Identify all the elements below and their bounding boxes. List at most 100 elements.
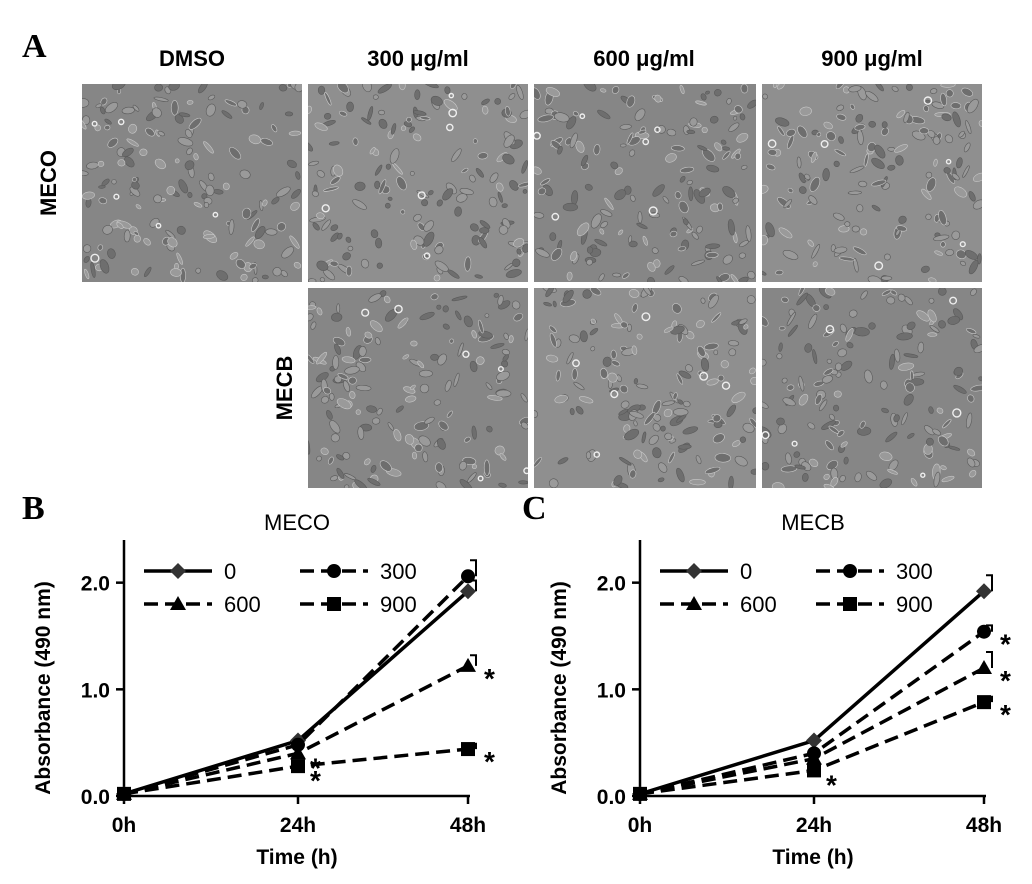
legend-label: 900	[896, 592, 933, 617]
y-tick-label: 1.0	[597, 679, 626, 702]
significance-star: *	[484, 663, 495, 694]
x-axis-label: Time (h)	[256, 846, 337, 869]
legend-item-900: 900	[300, 592, 417, 617]
micrograph-mecb-600	[534, 288, 756, 488]
series-0-point	[806, 732, 822, 749]
series-0-point	[460, 583, 476, 600]
y-axis-label: Absorbance (490 nm)	[548, 581, 571, 795]
series-300-point	[291, 737, 305, 752]
x-tick-label: 48h	[450, 814, 486, 837]
legend-item-900: 900	[816, 592, 933, 617]
legend-label: 600	[740, 592, 777, 617]
x-tick-label: 24h	[796, 814, 832, 837]
series-600-point	[460, 657, 476, 672]
y-axis-label: Absorbance (490 nm)	[32, 581, 55, 795]
legend-label: 900	[380, 592, 417, 617]
panel-a-letter: A	[22, 28, 47, 65]
micrograph-texture	[534, 288, 756, 488]
column-label-600: 600 μg/ml	[593, 46, 695, 71]
legend-item-300: 300	[300, 559, 417, 584]
series-600-point	[290, 745, 306, 760]
micrograph-texture	[534, 84, 756, 282]
legend-marker	[843, 597, 857, 611]
micrograph-texture	[762, 84, 982, 282]
column-label-dmso: DMSO	[159, 46, 225, 71]
column-label-900: 900 μg/ml	[821, 46, 923, 71]
y-tick-label: 1.0	[81, 679, 110, 702]
y-tick-label: 0.0	[597, 786, 626, 809]
legend-label: 0	[740, 559, 752, 584]
significance-star: *	[1000, 665, 1011, 696]
significance-star: *	[1000, 629, 1011, 660]
series-600-line	[123, 664, 469, 796]
micrograph-texture	[308, 288, 528, 488]
y-tick-label: 2.0	[597, 573, 626, 596]
legend: 0 300 600 900	[660, 559, 933, 617]
column-label-300: 300 μg/ml	[367, 46, 469, 71]
micrograph-mecb-300	[308, 288, 528, 488]
series-900-point	[807, 763, 821, 778]
legend-item-600: 600	[144, 592, 261, 617]
error-bar	[470, 559, 477, 577]
legend-label: 0	[224, 559, 236, 584]
legend-marker	[686, 596, 702, 610]
y-tick-label: 2.0	[81, 573, 110, 596]
panel-c-letter: C	[522, 490, 547, 527]
series-900-point	[291, 759, 305, 774]
row-label-mecb: MECB	[272, 355, 297, 421]
y-tick-label: 0.0	[81, 786, 110, 809]
legend-marker	[170, 563, 186, 579]
chart-title: MECB	[781, 510, 845, 535]
x-tick-label: 48h	[966, 814, 1002, 837]
legend-marker	[170, 596, 186, 610]
micrograph-meco-300	[308, 84, 528, 282]
legend-marker	[327, 597, 341, 611]
significance-star: *	[826, 769, 837, 800]
legend-item-600: 600	[660, 592, 777, 617]
chart-title: MECO	[264, 510, 330, 535]
micrograph-meco-600	[534, 84, 756, 282]
significance-star: *	[1000, 699, 1011, 730]
micrograph-texture	[762, 288, 982, 488]
legend-item-0: 0	[144, 559, 236, 584]
error-bar	[986, 574, 993, 592]
legend-label: 300	[380, 559, 417, 584]
chart-mecb: MECB 0.0 1.0 2.0 0h 24h 48h Time (h) Absorbance …	[548, 510, 1011, 869]
row-label-meco: MECO	[36, 150, 61, 216]
x-axis-label: Time (h)	[772, 846, 853, 869]
legend-marker	[327, 564, 341, 578]
legend-item-0: 0	[660, 559, 752, 584]
significance-star: *	[310, 765, 321, 796]
series-900-point	[633, 786, 647, 801]
series-900-point	[117, 786, 131, 801]
error-bar	[986, 651, 993, 668]
micrograph-mecb-900	[762, 288, 982, 488]
micrograph-texture	[308, 84, 528, 282]
x-tick-label: 0h	[628, 814, 653, 837]
micrograph-texture	[82, 84, 302, 282]
series-300-point	[977, 624, 991, 639]
micrograph-meco-dmso	[82, 84, 302, 282]
series-900: **	[117, 742, 495, 801]
chart-meco: MECO 0.0 1.0 2.0 0h 24h 48h Time (h) Absorbance …	[32, 510, 495, 869]
panel-b-letter: B	[22, 490, 45, 527]
series-900: **	[633, 695, 1011, 801]
legend-marker	[686, 563, 702, 579]
series-0-point	[976, 583, 992, 600]
error-bar	[986, 624, 993, 632]
x-tick-label: 24h	[280, 814, 316, 837]
series-900-point	[461, 742, 475, 757]
series-900-point	[977, 695, 991, 710]
error-bar	[470, 654, 477, 666]
legend-marker	[843, 564, 857, 578]
series-300-point	[461, 569, 475, 584]
series-600-point	[976, 660, 992, 674]
legend-item-300: 300	[816, 559, 933, 584]
legend-label: 600	[224, 592, 261, 617]
significance-star: *	[484, 746, 495, 777]
legend: 0 300 600 900	[144, 559, 417, 617]
x-tick-label: 0h	[112, 814, 137, 837]
significance-star: *	[310, 752, 321, 783]
micrograph-meco-900	[762, 84, 982, 282]
legend-label: 300	[896, 559, 933, 584]
